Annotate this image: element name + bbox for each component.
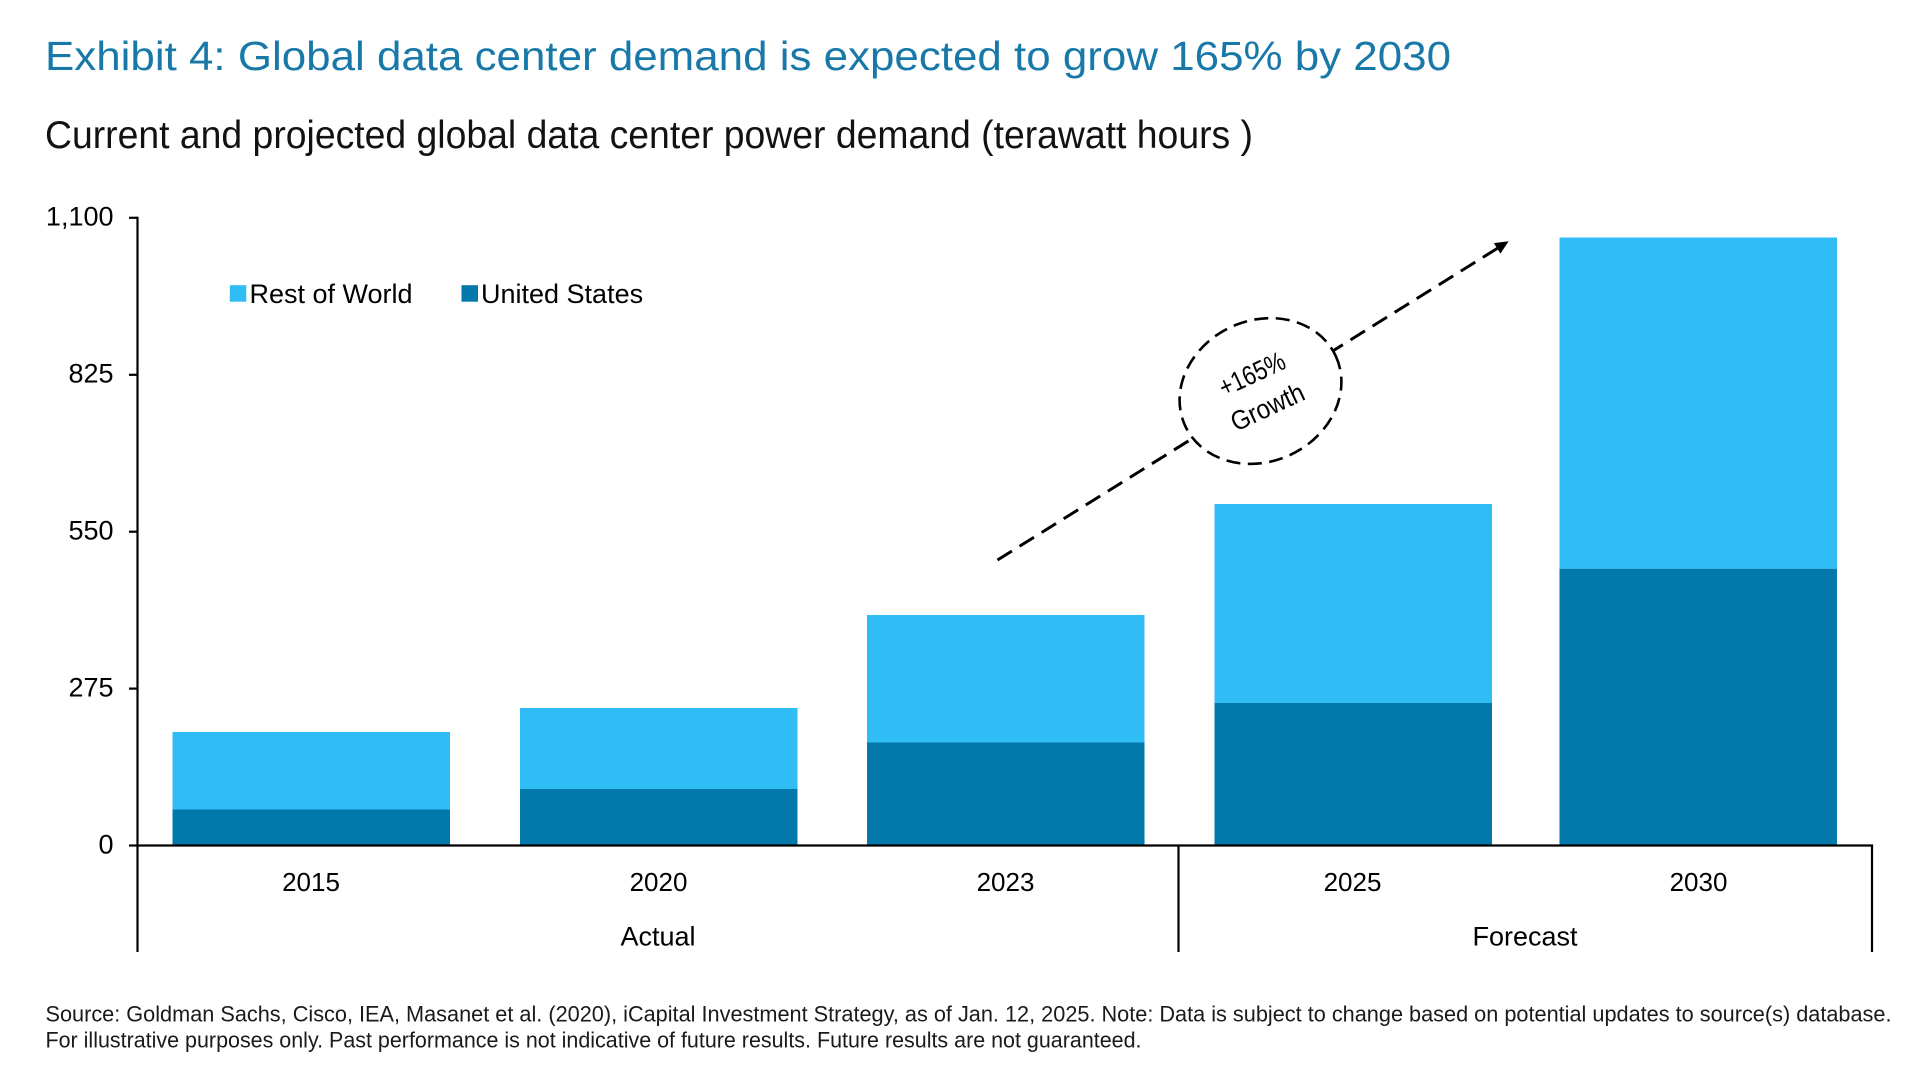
svg-text:2030: 2030 bbox=[1670, 867, 1728, 897]
svg-text:United States: United States bbox=[481, 279, 643, 309]
svg-text:Exhibit 4: Global data center: Exhibit 4: Global data center demand is … bbox=[45, 33, 1451, 79]
svg-text:825: 825 bbox=[68, 359, 113, 389]
svg-text:1,100: 1,100 bbox=[46, 202, 114, 232]
svg-text:550: 550 bbox=[68, 516, 113, 546]
svg-text:275: 275 bbox=[68, 673, 113, 703]
svg-text:For illustrative purposes only: For illustrative purposes only. Past per… bbox=[46, 1028, 1142, 1053]
svg-text:Actual: Actual bbox=[620, 922, 695, 952]
svg-text:0: 0 bbox=[98, 829, 113, 859]
svg-text:Source: Goldman Sachs, Cisco,: Source: Goldman Sachs, Cisco, IEA, Masan… bbox=[46, 1002, 1892, 1027]
svg-text:2023: 2023 bbox=[977, 867, 1035, 897]
svg-text:Current and projected global d: Current and projected global data center… bbox=[45, 114, 1253, 157]
svg-text:2020: 2020 bbox=[630, 867, 688, 897]
svg-text:2015: 2015 bbox=[282, 867, 340, 897]
svg-text:Rest of World: Rest of World bbox=[250, 279, 413, 309]
svg-text:2025: 2025 bbox=[1324, 867, 1382, 897]
svg-text:Forecast: Forecast bbox=[1472, 922, 1578, 952]
